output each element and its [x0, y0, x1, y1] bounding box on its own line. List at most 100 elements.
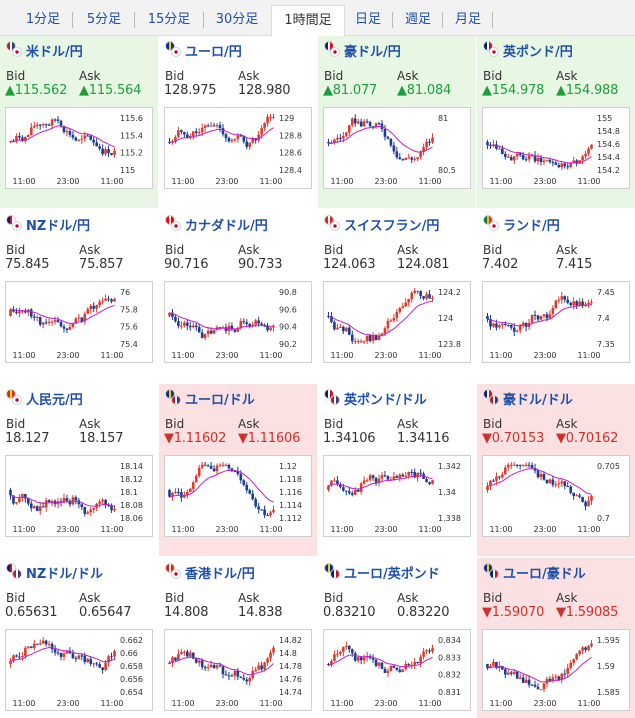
- hourly-candlestick-chart[interactable]: 1.342 1.34 1.338 11:00 23:00 11:00: [323, 455, 471, 537]
- pair-title[interactable]: 豪ドル/ドル: [483, 389, 573, 408]
- candle-body: [578, 650, 581, 655]
- hourly-candlestick-chart[interactable]: 129 128.8 128.6 128.4 11:00 23:00 11:00: [164, 107, 312, 189]
- hourly-candlestick-chart[interactable]: 76 75.8 75.6 75.4 11:00 23:00 11:00: [5, 281, 153, 363]
- hourly-candlestick-chart[interactable]: 0.705 0.7 11:00 23:00 11:00: [482, 455, 630, 537]
- hourly-candlestick-chart[interactable]: 14.82 14.8 14.78 14.76 14.74 11:00 23:00 11:00: [164, 629, 312, 711]
- nz-flag-icon: [6, 215, 16, 225]
- candle-body: [554, 300, 558, 309]
- pair-name-link[interactable]: 英ポンド/円: [503, 44, 573, 60]
- pair-title[interactable]: 英ポンド/円: [483, 41, 573, 60]
- tab-monthly[interactable]: 月足: [454, 12, 481, 27]
- candle-body: [569, 302, 573, 306]
- currency-pair-card[interactable]: 人民元/円 Bid Ask 18.127 18.157 18.14 18.12 18.1 18.…: [0, 384, 158, 556]
- pair-name-link[interactable]: 豪ドル/円: [344, 44, 401, 60]
- candle-body: [410, 471, 414, 473]
- currency-pair-card[interactable]: ユーロ/英ポンド Bid Ask 0.83210 0.83220 0.834 0.833 0.…: [318, 558, 476, 718]
- pair-name-link[interactable]: NZドル/ドル: [26, 566, 104, 582]
- y-tick-label: 75.4: [120, 340, 138, 349]
- pair-name-link[interactable]: 英ポンド/ドル: [344, 392, 427, 408]
- hourly-candlestick-chart[interactable]: 90.8 90.6 90.4 90.2 11:00 23:00 11:00: [164, 281, 312, 363]
- currency-pair-card[interactable]: ランド/円 Bid Ask 7.402 7.415 7.45 7.4 7.35 11:00 23:…: [477, 210, 635, 382]
- candle-body: [80, 655, 84, 657]
- candle-body: [41, 124, 45, 126]
- currency-pair-card[interactable]: ユーロ/豪ドル Bid Ask ▼1.59070 ▼1.59085 1.595 1.59 1.…: [477, 558, 635, 718]
- pair-name-link[interactable]: 米ドル/円: [26, 44, 83, 60]
- pair-name-link[interactable]: カナダドル/円: [185, 218, 268, 234]
- pair-title[interactable]: ランド/円: [483, 215, 560, 234]
- x-tick-label: 11:00: [259, 177, 282, 186]
- tab-1hour[interactable]: 1時間足: [271, 5, 345, 37]
- candle-body: [392, 476, 396, 480]
- hourly-candlestick-chart[interactable]: 124.2 124 123.8 11:00 23:00 11:00: [323, 281, 471, 363]
- pair-title[interactable]: NZドル/ドル: [6, 563, 104, 582]
- jp-flag-icon: [12, 221, 22, 231]
- tab-30min[interactable]: 30分足: [215, 12, 259, 27]
- pair-name-link[interactable]: 人民元/円: [26, 392, 83, 408]
- candle-body: [71, 323, 75, 328]
- pair-name-link[interactable]: 豪ドル/ドル: [503, 392, 573, 408]
- bid-label: Bid: [483, 591, 503, 605]
- currency-pair-card[interactable]: NZドル/ドル Bid Ask 0.65631 0.65647 0.662 0.66 0.65…: [0, 558, 158, 718]
- currency-pair-card[interactable]: ユーロ/円 Bid Ask 128.975 128.980 129 128.8 128.6 12…: [159, 36, 317, 208]
- tab-weekly[interactable]: 週足: [404, 12, 431, 27]
- tab-1min[interactable]: 1分足: [25, 12, 61, 27]
- pair-name-link[interactable]: ユーロ/ドル: [185, 392, 255, 408]
- hourly-candlestick-chart[interactable]: 0.662 0.66 0.658 0.656 0.654 11:00 23:00 11:00: [5, 629, 153, 711]
- pair-title[interactable]: スイスフラン/円: [324, 215, 440, 234]
- pair-name-link[interactable]: ユーロ/円: [185, 44, 242, 60]
- pair-name-link[interactable]: ランド/円: [503, 218, 560, 234]
- candle-body: [347, 491, 351, 494]
- pair-title[interactable]: ユーロ/豪ドル: [483, 563, 586, 582]
- hourly-candlestick-chart[interactable]: 0.834 0.833 0.832 0.831 11:00 23:00 11:00: [323, 629, 471, 711]
- currency-pair-card[interactable]: ユーロ/ドル Bid Ask ▼1.11602 ▼1.11606 1.12 1.118 1.1…: [159, 384, 317, 556]
- currency-pair-card[interactable]: 米ドル/円 Bid Ask ▲115.562 ▲115.564 115.6 115.4 115…: [0, 36, 158, 208]
- pair-name-link[interactable]: ユーロ/英ポンド: [344, 566, 440, 582]
- hourly-candlestick-chart[interactable]: 155 154.8 154.6 154.4 154.2 11:00 23:00 11:00: [482, 107, 630, 189]
- hourly-candlestick-chart[interactable]: 7.45 7.4 7.35 11:00 23:00 11:00: [482, 281, 630, 363]
- candle-body: [15, 502, 18, 504]
- pair-title[interactable]: 豪ドル/円: [324, 41, 401, 60]
- pair-title[interactable]: 人民元/円: [6, 389, 83, 408]
- pair-title[interactable]: ユーロ/円: [165, 41, 242, 60]
- pair-title[interactable]: 香港ドル/円: [165, 563, 255, 582]
- pair-title[interactable]: NZドル/円: [6, 215, 91, 234]
- currency-pair-card[interactable]: NZドル/円 Bid Ask 75.845 75.857 76 75.8 75.6 75.4 11…: [0, 210, 158, 382]
- candle-body: [339, 484, 342, 488]
- pair-name-link[interactable]: NZドル/円: [26, 218, 91, 234]
- pair-title[interactable]: ユーロ/英ポンド: [324, 563, 440, 582]
- chart-svg: 0.662 0.66 0.658 0.656 0.654 11:00 23:00 11:00: [9, 636, 143, 708]
- currency-pair-card[interactable]: 豪ドル/円 Bid Ask ▲81.077 ▲81.084 81 80.5 11:00 23:0…: [318, 36, 476, 208]
- tab-5min[interactable]: 5分足: [86, 12, 122, 27]
- pair-title[interactable]: 英ポンド/ドル: [324, 389, 427, 408]
- y-tick-label: 129: [279, 114, 294, 123]
- pair-title[interactable]: カナダドル/円: [165, 215, 268, 234]
- ask-value: 75.857: [79, 257, 124, 272]
- pair-name-link[interactable]: ユーロ/豪ドル: [503, 566, 586, 582]
- currency-pair-card[interactable]: 英ポンド/円 Bid Ask ▲154.978 ▲154.988 155 154.8 154.…: [477, 36, 635, 208]
- currency-pair-card[interactable]: 香港ドル/円 Bid Ask 14.808 14.838 14.82 14.8 14.78 14…: [159, 558, 317, 718]
- tab-15min[interactable]: 15分足: [147, 12, 191, 27]
- pair-title[interactable]: ユーロ/ドル: [165, 389, 255, 408]
- x-tick-label: 11:00: [259, 525, 282, 534]
- candle-body: [410, 157, 414, 160]
- hourly-candlestick-chart[interactable]: 1.595 1.59 1.585 11:00 23:00 11:00: [482, 629, 630, 711]
- candle-body: [186, 322, 189, 326]
- x-tick-label: 11:00: [100, 525, 123, 534]
- hourly-candlestick-chart[interactable]: 18.14 18.12 18.1 18.08 18.06 11:00 23:00 11:00: [5, 455, 153, 537]
- hourly-candlestick-chart[interactable]: 81 80.5 11:00 23:00 11:00: [323, 107, 471, 189]
- pair-name-link[interactable]: スイスフラン/円: [344, 218, 440, 234]
- x-tick-label: 11:00: [100, 699, 123, 708]
- hourly-candlestick-chart[interactable]: 115.6 115.4 115.2 115 11:00 23:00 11:00: [5, 107, 153, 189]
- pair-title[interactable]: 米ドル/円: [6, 41, 83, 60]
- currency-pair-card[interactable]: 英ポンド/ドル Bid Ask 1.34106 1.34116 1.342 1.34 1.33…: [318, 384, 476, 556]
- hourly-candlestick-chart[interactable]: 1.12 1.118 1.116 1.114 1.112 11:00 23:00 11:00: [164, 455, 312, 537]
- candle-body: [350, 649, 354, 654]
- us-flag-icon: [330, 395, 340, 405]
- pair-name-link[interactable]: 香港ドル/円: [185, 566, 255, 582]
- currency-pair-card[interactable]: スイスフラン/円 Bid Ask 124.063 124.081 124.2 124 123.…: [318, 210, 476, 382]
- currency-pair-card[interactable]: カナダドル/円 Bid Ask 90.716 90.733 90.8 90.6 90.4 90.…: [159, 210, 317, 382]
- candle-body: [230, 468, 234, 471]
- currency-pair-card[interactable]: 豪ドル/ドル Bid Ask ▼0.70153 ▼0.70162 0.705 0.7 11:0…: [477, 384, 635, 556]
- candle-body: [62, 326, 66, 329]
- tab-daily[interactable]: 日足: [354, 12, 381, 27]
